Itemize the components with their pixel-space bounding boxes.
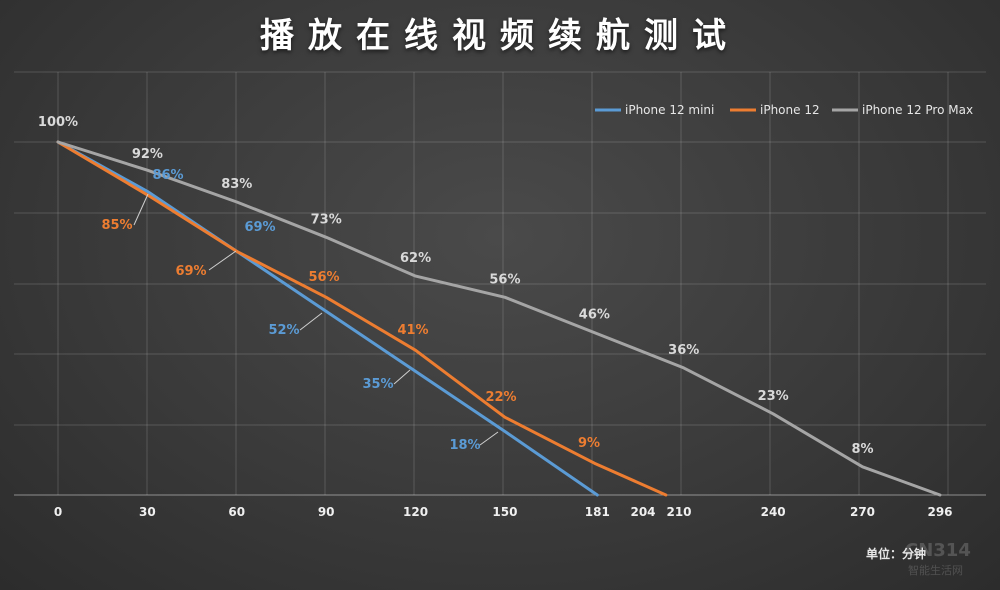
data-label: 83% [221,177,252,192]
x-tick-label: 0 [54,505,62,519]
label-leader-line [393,369,411,385]
data-label: 56% [308,270,339,285]
label-leader-line [299,312,323,331]
x-tick-label: 204 [630,505,655,519]
data-label: 23% [758,389,789,404]
data-label: 36% [668,343,699,358]
data-label: 8% [851,442,873,457]
legend: iPhone 12 mini iPhone 12 iPhone 12 Pro Max [595,103,973,117]
x-tick-label: 150 [492,505,517,519]
data-label: 69% [244,220,275,235]
data-label: 18% [449,438,480,453]
label-leader-line [133,193,149,226]
grid [14,71,986,496]
data-label: 56% [489,272,520,287]
x-tick-label: 181 [585,505,610,519]
x-tick-label: 120 [403,505,428,519]
watermark-logo: CN314 [905,540,971,561]
unit-label: 单位：分钟 [866,547,927,561]
data-label: 46% [579,308,610,323]
x-tick-label: 296 [927,505,952,519]
label-leader-line [479,431,499,446]
x-tick-label: 60 [228,505,245,519]
series-line-mini [56,140,599,497]
data-label: 86% [152,168,183,183]
series-line-iphone12 [56,140,668,497]
x-tick-label: 270 [850,505,875,519]
data-label: 85% [101,218,132,233]
x-tick-label: 90 [318,505,335,519]
data-label: 100% [38,115,78,130]
chart-title: 播放在线视频续航测试 [260,16,740,56]
series-line-promax [56,140,942,497]
data-label: 92% [132,147,163,162]
data-label: 41% [397,323,428,338]
data-label: 22% [485,390,516,405]
x-tick-label: 240 [761,505,786,519]
legend-entry: iPhone 12 Pro Max [862,103,973,117]
data-label: 9% [578,436,600,451]
data-label: 62% [400,251,431,266]
data-label: 73% [311,212,342,227]
legend-entry: iPhone 12 [760,103,820,117]
x-tick-label: 210 [666,505,691,519]
data-labels: 100% 92% 83% 73% 62% 56% 46% 36% 23% 8% 86% 69% 52% 3… [38,115,874,457]
watermark-subtitle: 智能生活网 [908,564,963,577]
series-lines [56,140,942,497]
x-axis-ticks: 0 30 60 90 120 150 181 204 210 240 270 296 [54,505,953,519]
label-leader-line [208,250,237,271]
legend-entry: iPhone 12 mini [625,103,714,117]
data-label: 52% [268,323,299,338]
data-label: 35% [362,377,393,392]
x-tick-label: 30 [139,505,156,519]
data-label: 69% [175,264,206,279]
